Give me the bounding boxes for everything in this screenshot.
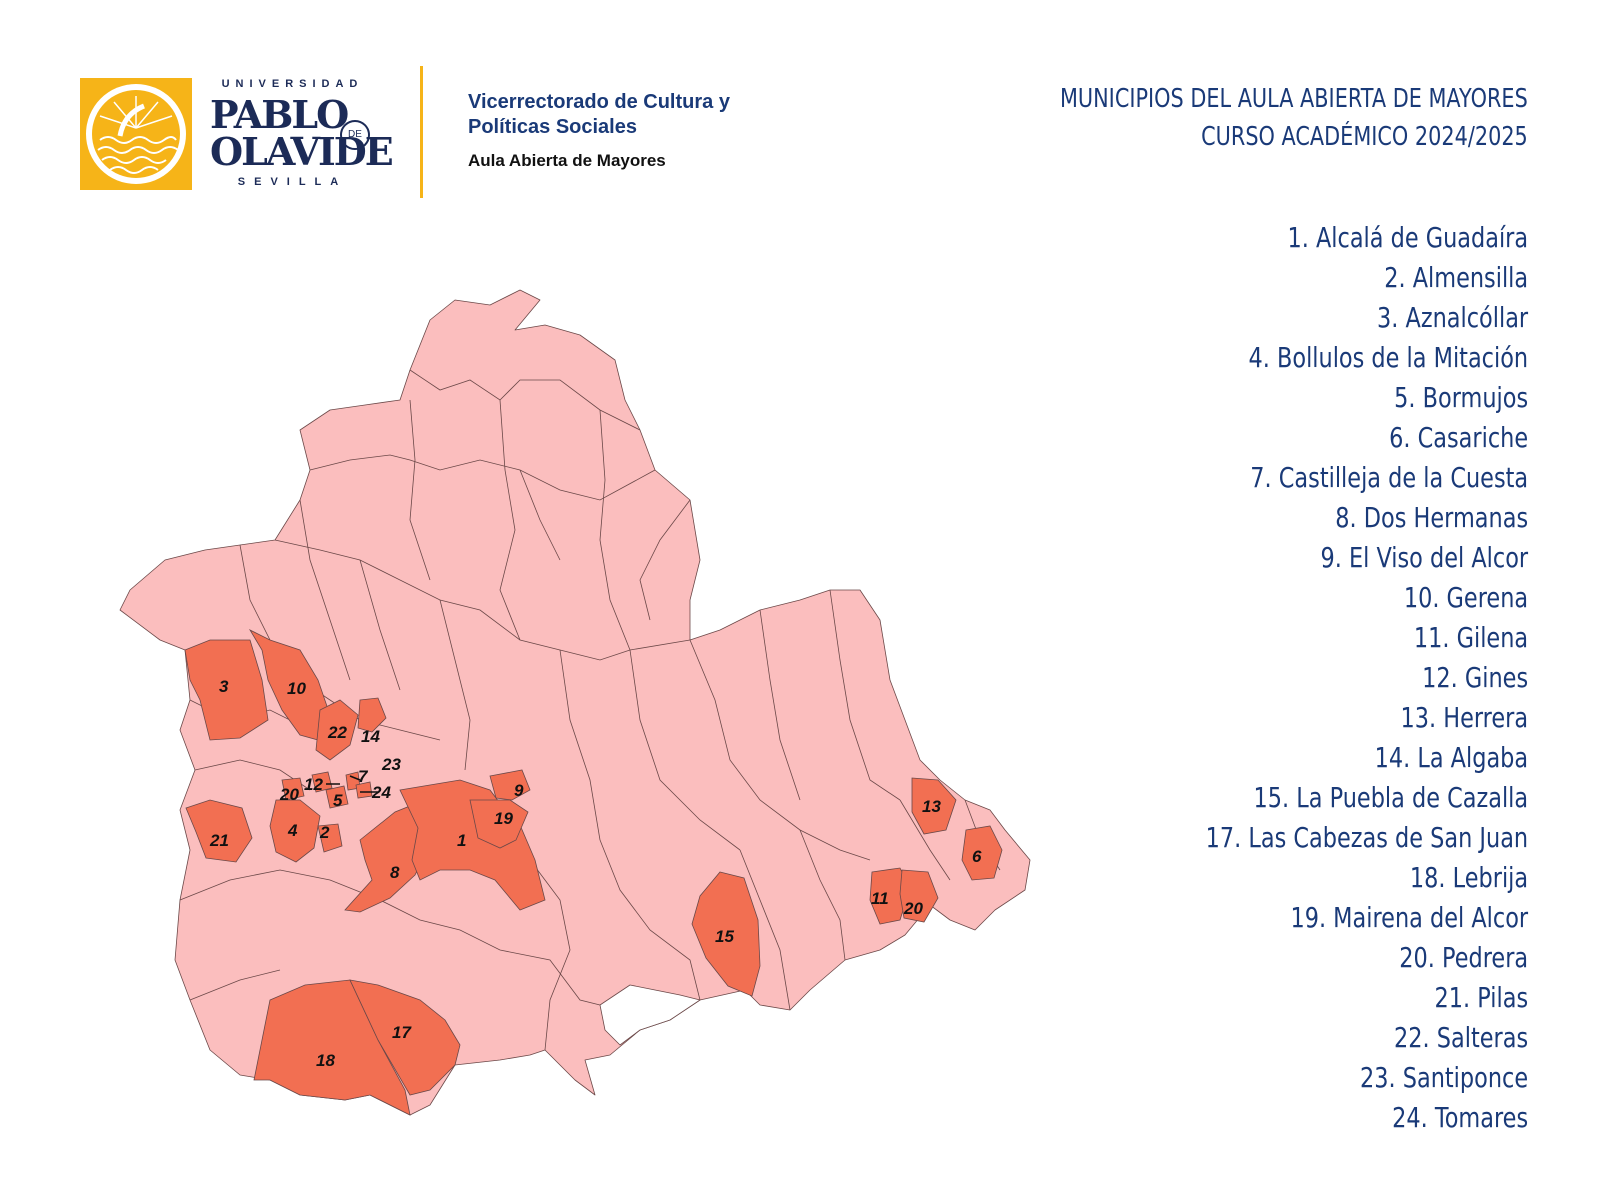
map-label-2: 2 [319, 823, 330, 842]
legend-item: 20. Pedrera [1399, 941, 1528, 974]
legend-item: 14. La Algaba [1374, 741, 1528, 774]
map-label-6: 6 [972, 847, 982, 866]
logo-top-text: UNIVERSIDAD [221, 78, 364, 90]
map-label-17: 17 [392, 1023, 412, 1042]
header-divider [420, 66, 423, 198]
municipality-18 [253, 979, 411, 1116]
map-label-24: 24 [371, 783, 391, 802]
municipality-11 [869, 867, 911, 925]
legend-item: 3. Aznalcóllar [1376, 301, 1528, 334]
legend-item: 15. La Puebla de Cazalla [1253, 781, 1528, 814]
map-label-23: 23 [381, 755, 401, 774]
legend-item: 23. Santiponce [1359, 1061, 1528, 1094]
legend-item: 24. Tomares [1391, 1101, 1528, 1134]
municipality-2 [317, 823, 343, 853]
legend-item: 1. Alcalá de Guadaíra [1287, 221, 1528, 254]
municipality-13 [911, 777, 957, 835]
logo-main-line2: OLAVIDE [210, 129, 394, 174]
map-label-8: 8 [390, 863, 400, 882]
legend-item: 11. Gilena [1413, 621, 1528, 654]
map-labels: 1 2 3 4 5 6 7 8 9 10 11 12 13 14 15 17 1… [209, 677, 982, 1070]
map-label-11: 11 [871, 889, 889, 908]
title-line2: CURSO ACADÉMICO 2024/2025 [1201, 122, 1528, 152]
legend-item: 9. El Viso del Alcor [1320, 541, 1528, 574]
department-name: Vicerrectorado de Cultura y Políticas So… [468, 90, 730, 140]
legend-item: 7. Castilleja de la Cuesta [1250, 461, 1528, 494]
label-arrows [326, 775, 378, 793]
map-label-19: 19 [494, 809, 513, 828]
highlighted-municipalities [184, 629, 1003, 1116]
municipality-19 [469, 799, 529, 849]
legend-item: 22. Salteras [1393, 1021, 1528, 1054]
municipality-9 [489, 769, 531, 801]
legend-item: 5. Bormujos [1394, 381, 1528, 414]
municipality-5 [325, 785, 349, 809]
legend-item: 10. Gerena [1403, 581, 1528, 614]
municipality-22 [315, 699, 359, 761]
legend-item: 19. Mairena del Alcor [1290, 901, 1528, 934]
sun-emblem-icon [86, 84, 186, 184]
legend-item: 17. Las Cabezas de San Juan [1205, 821, 1529, 854]
department-subtitle: Aula Abierta de Mayores [468, 151, 666, 170]
map-label-13: 13 [922, 797, 941, 816]
map-label-9: 9 [514, 781, 524, 800]
department-line2: Políticas Sociales [468, 116, 637, 138]
map-label-3: 3 [219, 677, 229, 696]
department-line1: Vicerrectorado de Cultura y [468, 91, 730, 113]
legend-item: 6. Casariche [1389, 421, 1528, 454]
logo-de-badge: DE [340, 120, 370, 150]
legend-item: 18. Lebrija [1409, 861, 1528, 894]
logo-bottom-text: SEVILLA [237, 176, 348, 188]
municipality-6 [961, 825, 1003, 881]
municipality-legend: 1. Alcalá de Guadaíra 2. Almensilla 3. A… [1125, 218, 1529, 1138]
legend-item: 12. Gines [1422, 661, 1528, 694]
map-label-7: 7 [358, 767, 369, 786]
map-label-20: 20 [903, 899, 923, 918]
map-label-21: 21 [209, 831, 229, 850]
map-label-4: 4 [287, 821, 298, 840]
municipality-3 [184, 639, 269, 741]
municipality-boundaries [179, 369, 1001, 1051]
municipality-4 [269, 799, 321, 863]
university-logo-emblem [80, 78, 192, 190]
map-label-18: 18 [316, 1051, 335, 1070]
map-label-1: 1 [457, 831, 466, 850]
legend-item: 2. Almensilla [1384, 261, 1528, 294]
municipality-14 [357, 697, 387, 733]
municipality-21 [185, 799, 253, 863]
map-label-5: 5 [333, 791, 343, 810]
municipality-20 [899, 869, 939, 923]
legend-item: 13. Herrera [1400, 701, 1528, 734]
municipality-17 [349, 979, 461, 1096]
map-label-20-west: 20 [279, 785, 299, 804]
map-label-22: 22 [327, 723, 347, 742]
university-logo-text: UNIVERSIDAD PABLO DE OLAVIDE SEVILLA [210, 78, 394, 193]
page-title: MUNICIPIOS DEL AULA ABIERTA DE MAYORES C… [1060, 80, 1528, 156]
municipality-1 [399, 779, 546, 911]
municipality-24 [355, 781, 373, 799]
external-area [599, 984, 701, 1046]
map-label-10: 10 [287, 679, 306, 698]
map-label-12: 12 [304, 775, 323, 794]
legend-item: 4. Bollulos de la Mitación [1248, 341, 1528, 374]
logo-main-line1: PABLO [210, 92, 349, 137]
municipality-15 [691, 871, 761, 997]
title-line1: MUNICIPIOS DEL AULA ABIERTA DE MAYORES [1060, 84, 1528, 114]
map-label-15: 15 [715, 927, 734, 946]
municipality-20-west [281, 777, 305, 801]
legend-item: 21. Pilas [1434, 981, 1528, 1014]
municipality-12 [311, 771, 333, 793]
legend-item: 8. Dos Hermanas [1335, 501, 1528, 534]
arrow-icon [349, 775, 361, 781]
map-label-14: 14 [361, 727, 380, 746]
